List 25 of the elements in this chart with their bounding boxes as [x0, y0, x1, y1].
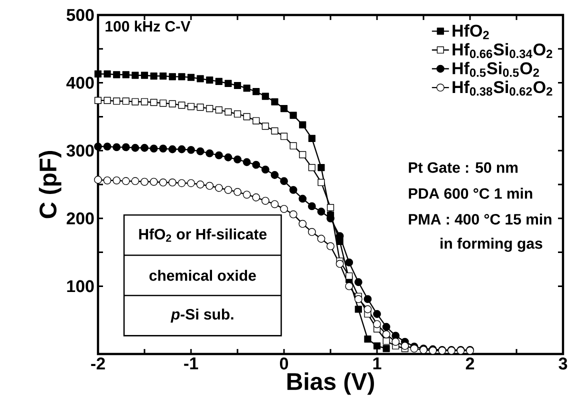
legend-label: HfO$_{2}$: [452, 24, 489, 40]
x-tick-label: 0: [280, 358, 288, 370]
annotation: p-Si sub.: [170, 308, 234, 323]
annotation: 100 kHz C-V: [106, 20, 190, 32]
annotation: Pt Gate : 50 nm: [408, 162, 518, 173]
legend-label: Hf$_{0.66}$Si$_{0.34}$O$_{2}$: [452, 43, 552, 58]
annotation: PMA : 400 °C 15 min: [408, 214, 552, 225]
x-tick-label: -2: [91, 358, 105, 370]
y-tick-label: 300: [66, 144, 94, 157]
x-axis-title: Bias (V): [287, 372, 374, 395]
y-axis-title: C (pF): [38, 151, 62, 218]
x-tick-label: 3: [558, 358, 568, 370]
y-tick-label: 100: [67, 280, 94, 292]
x-tick-label: -1: [184, 358, 198, 370]
annotation: PDA 600 °C 1 min: [408, 188, 532, 199]
annotation: in forming gas: [440, 238, 542, 252]
annotation: HfO$_{2}$ or Hf-silicate: [139, 228, 267, 242]
legend-label: Hf$_{0.38}$Si$_{0.62}$O$_{2}$: [452, 80, 552, 96]
x-tick-label: 1: [373, 358, 382, 370]
x-tick-label: 2: [466, 358, 474, 370]
annotation: chemical oxide: [149, 270, 256, 281]
y-tick-label: 500: [66, 8, 94, 22]
y-tick-label: 200: [66, 212, 94, 224]
y-tick-label: 400: [66, 76, 94, 89]
legend-label: Hf$_{0.5}$Si$_{0.5}$O$_{2}$: [452, 62, 539, 77]
